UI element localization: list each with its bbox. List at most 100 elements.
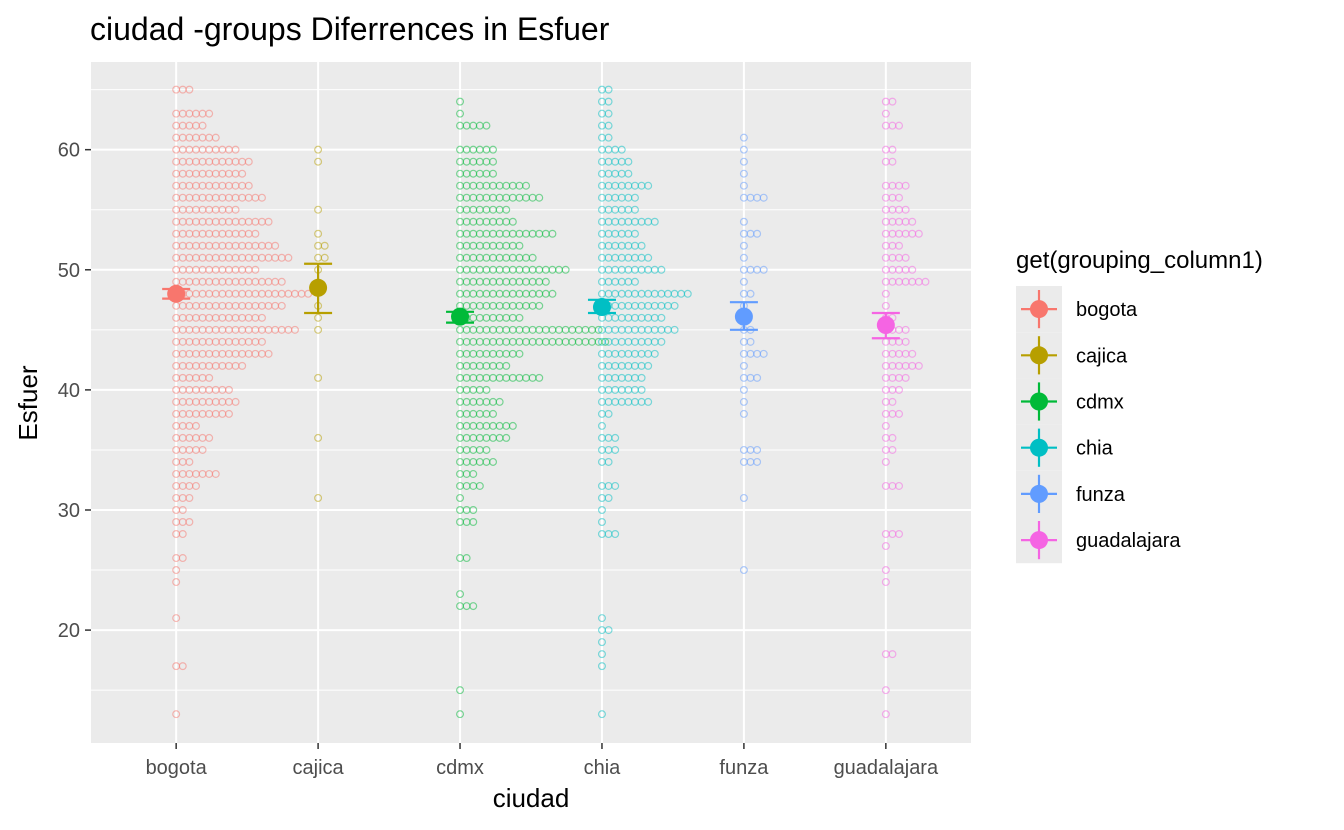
data-point <box>456 109 465 118</box>
data-point <box>630 193 639 202</box>
data-point <box>604 133 613 142</box>
data-point <box>178 530 187 539</box>
y-tick-label: 20 <box>58 620 80 642</box>
data-point <box>489 145 498 154</box>
legend-label: chia <box>1076 438 1114 460</box>
data-point <box>881 566 890 575</box>
data-point <box>456 590 465 599</box>
data-point <box>597 710 606 719</box>
data-point <box>515 241 524 250</box>
data-point <box>314 325 323 334</box>
data-point <box>456 686 465 695</box>
data-point <box>739 253 748 262</box>
legend-label: guadalajara <box>1076 530 1181 552</box>
data-point <box>314 313 323 322</box>
plot-panel <box>91 62 971 743</box>
legend-label: cdmx <box>1076 392 1124 414</box>
data-point <box>205 109 214 118</box>
x-tick-label: cajica <box>293 757 345 779</box>
data-point <box>244 181 253 190</box>
data-point <box>901 205 910 214</box>
mean-point <box>167 284 186 303</box>
data-point <box>644 361 653 370</box>
data-point <box>657 313 666 322</box>
data-point <box>739 397 748 406</box>
data-point <box>548 229 557 238</box>
data-point <box>198 445 207 454</box>
data-point <box>314 433 323 442</box>
data-point <box>597 614 606 623</box>
data-point <box>489 169 498 178</box>
y-tick-label: 30 <box>58 500 80 522</box>
data-point <box>881 542 890 551</box>
data-point <box>644 397 653 406</box>
data-point <box>908 265 917 274</box>
data-point <box>597 518 606 527</box>
data-point <box>683 289 692 298</box>
data-point <box>739 181 748 190</box>
data-point <box>482 445 491 454</box>
mean-point <box>876 316 895 335</box>
data-point <box>502 361 511 370</box>
data-point <box>604 121 613 130</box>
legend-label: cajica <box>1076 345 1128 367</box>
data-point <box>597 650 606 659</box>
data-point <box>630 277 639 286</box>
data-point <box>205 433 214 442</box>
legend-items: bogota cajica cdmx chia funza guadalajara <box>1016 286 1181 564</box>
data-point <box>901 325 910 334</box>
data-point <box>502 433 511 442</box>
data-point <box>597 421 606 430</box>
data-point <box>739 145 748 154</box>
legend-key-point <box>1030 346 1048 365</box>
data-point <box>172 710 181 719</box>
grid-major <box>91 62 971 743</box>
legend-key-point <box>1030 484 1048 503</box>
data-point <box>746 289 755 298</box>
data-point <box>604 626 613 635</box>
data-point <box>739 217 748 226</box>
y-axis-title: Esfuer <box>13 365 43 440</box>
data-point <box>753 229 762 238</box>
data-point <box>489 409 498 418</box>
mean-point <box>592 298 611 317</box>
data-point <box>637 385 646 394</box>
x-tick-label: cdmx <box>436 757 484 779</box>
data-point <box>172 614 181 623</box>
data-point <box>314 229 323 238</box>
data-point <box>624 169 633 178</box>
data-point <box>611 445 620 454</box>
data-point <box>172 566 181 575</box>
data-point <box>888 445 897 454</box>
data-point <box>224 385 233 394</box>
data-point <box>257 313 266 322</box>
data-point <box>456 493 465 502</box>
data-point <box>739 241 748 250</box>
data-point <box>888 157 897 166</box>
data-point <box>515 349 524 358</box>
data-point <box>601 337 610 346</box>
data-point <box>644 253 653 262</box>
data-point <box>528 253 537 262</box>
legend-key-point <box>1030 531 1048 550</box>
data-point <box>746 337 755 346</box>
data-point <box>456 97 465 106</box>
data-point <box>881 457 890 466</box>
data-point <box>650 349 659 358</box>
data-point <box>508 217 517 226</box>
data-point <box>489 457 498 466</box>
data-point <box>881 109 890 118</box>
y-tick-label: 60 <box>58 140 80 162</box>
data-point <box>881 421 890 430</box>
data-point <box>185 457 194 466</box>
data-point <box>657 265 666 274</box>
data-point <box>888 97 897 106</box>
legend: get(grouping_column1) bogota cajica cdmx ch… <box>1016 247 1263 564</box>
data-point <box>901 373 910 382</box>
data-point <box>508 421 517 430</box>
data-point <box>888 650 897 659</box>
data-point <box>178 505 187 514</box>
data-point <box>264 349 273 358</box>
data-point <box>881 578 890 587</box>
data-point <box>535 301 544 310</box>
